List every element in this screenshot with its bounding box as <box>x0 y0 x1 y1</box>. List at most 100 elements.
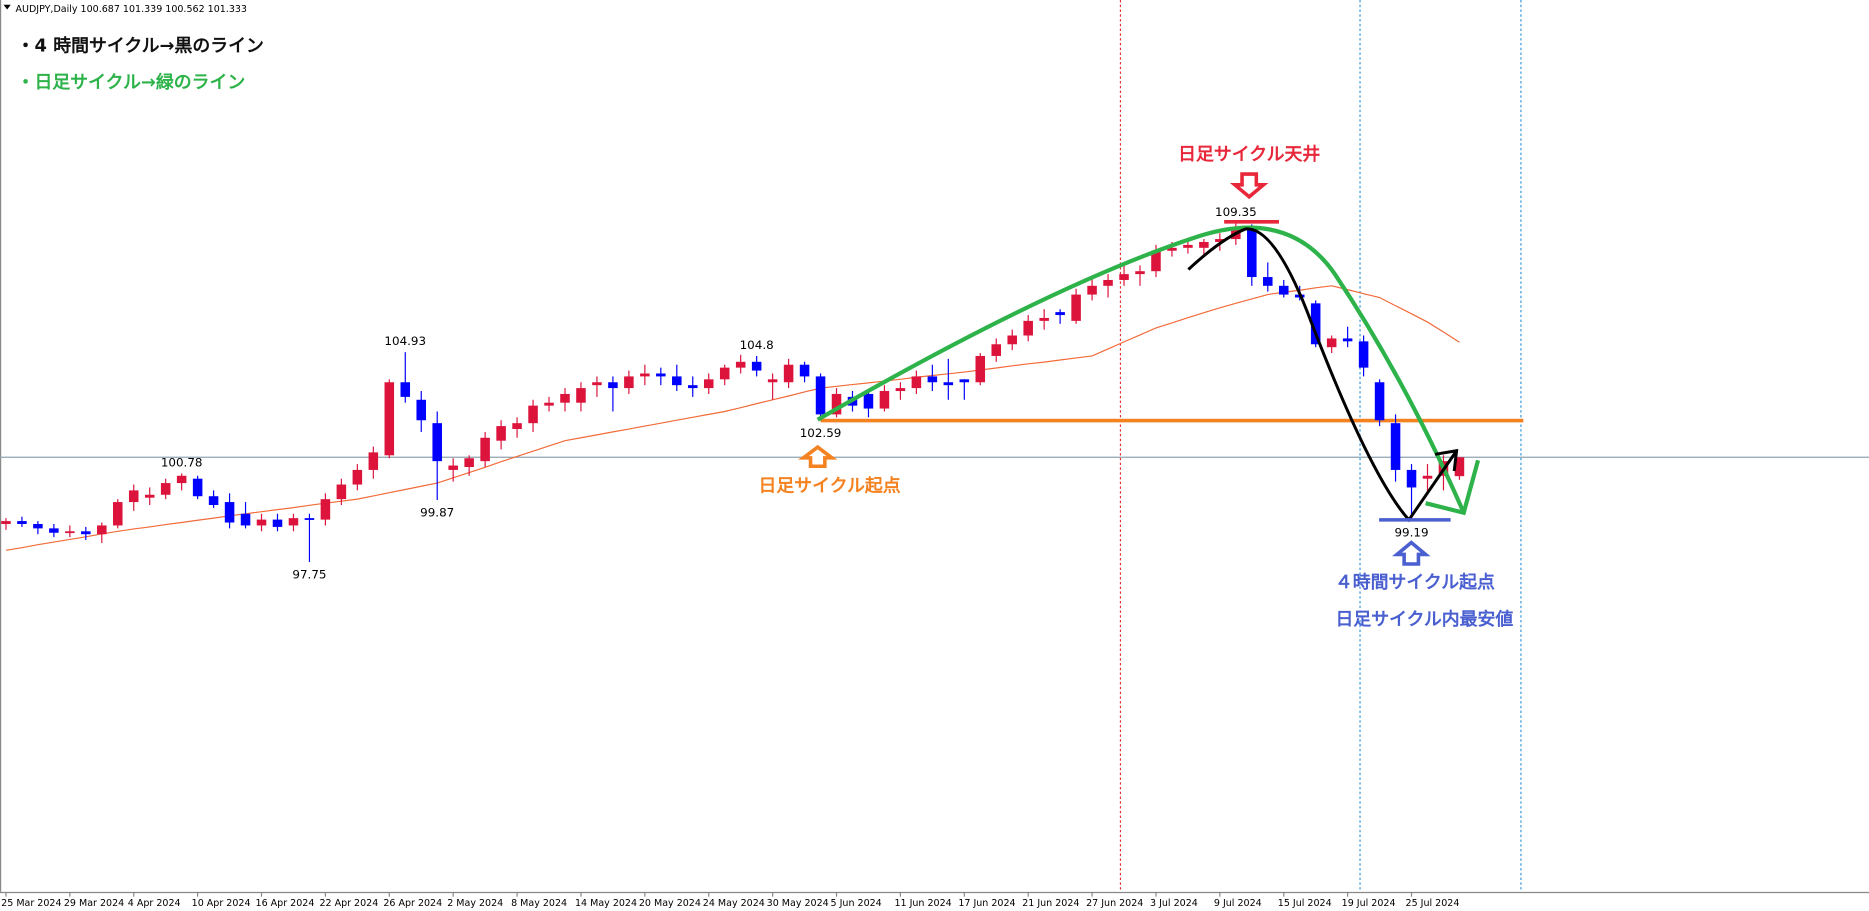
candle-body <box>528 405 538 424</box>
candle-body <box>1247 227 1257 278</box>
annotation: 日足サイクル起点 <box>759 474 901 496</box>
candle-body <box>576 388 586 403</box>
candle-body <box>1199 241 1209 248</box>
candle-body <box>224 502 235 523</box>
x-tick-label: 21 Jun 2024 <box>1022 898 1079 909</box>
black-arrowhead <box>1434 448 1459 472</box>
candle-body <box>895 388 906 392</box>
x-tick-label: 5 Jun 2024 <box>831 898 882 909</box>
price-label: 99.19 <box>1394 526 1428 540</box>
candle-body <box>160 483 171 495</box>
x-tick-label: 14 May 2024 <box>575 898 637 909</box>
x-tick-label: 19 Jul 2024 <box>1342 898 1396 909</box>
candle-body <box>1087 285 1097 295</box>
candle-body <box>336 484 347 500</box>
candle-body <box>831 393 842 415</box>
green-curve <box>816 225 1466 514</box>
price-label: 100.78 <box>161 455 203 469</box>
x-tick-label: 2 May 2024 <box>447 898 503 909</box>
x-tick-label: 16 Apr 2024 <box>256 898 315 909</box>
candle-body <box>656 373 666 377</box>
candle-body <box>608 382 618 389</box>
moving-average <box>5 285 1460 551</box>
candle-body <box>256 519 267 526</box>
x-tick-label: 11 Jun 2024 <box>894 898 951 909</box>
candle-body <box>1454 457 1465 477</box>
x-tick-label: 22 Apr 2024 <box>319 898 378 909</box>
candle-body <box>512 423 522 430</box>
candle-body <box>719 367 730 380</box>
x-tick-label: 25 Jul 2024 <box>1406 898 1460 909</box>
candle-body <box>799 364 810 377</box>
candle-body <box>1023 320 1033 336</box>
candle-body <box>688 385 698 389</box>
candle-body <box>1374 382 1385 421</box>
candle-body <box>1310 303 1321 345</box>
candle-body <box>1215 239 1225 242</box>
candle-body <box>272 519 283 527</box>
x-tick-label: 3 Jul 2024 <box>1150 898 1198 909</box>
candle-body <box>304 518 315 520</box>
price-label: 104.93 <box>384 334 426 348</box>
x-tick-label: 24 May 2024 <box>703 898 765 909</box>
candle-body <box>1135 271 1145 275</box>
candle-body <box>240 513 251 526</box>
candle-body <box>1039 317 1049 321</box>
price-label: 97.75 <box>292 568 326 582</box>
x-tick-label: 15 Jul 2024 <box>1278 898 1332 909</box>
candle-body <box>624 376 634 389</box>
annotation: 日足サイクル内最安値 <box>1335 608 1513 630</box>
candle-body <box>592 382 602 386</box>
candle-body <box>672 376 682 386</box>
annotation: 日足サイクル天井 <box>1178 143 1320 165</box>
candle-body <box>735 361 746 368</box>
candle-body <box>432 423 442 462</box>
candle-body <box>1183 244 1193 248</box>
candle-body <box>1 521 11 524</box>
candle-body <box>112 502 123 526</box>
price-label: 104.8 <box>740 338 774 352</box>
candle-body <box>65 531 75 534</box>
candle-body <box>544 402 554 406</box>
price-label: 99.87 <box>420 506 454 520</box>
candle-body <box>1103 279 1113 286</box>
x-tick-label: 4 Apr 2024 <box>128 898 181 909</box>
candle-body <box>560 393 570 403</box>
candle-body <box>1390 423 1401 470</box>
candle-body <box>368 452 379 470</box>
up-arrow <box>1392 540 1431 566</box>
candle-body <box>767 379 778 383</box>
candle-body <box>975 355 986 383</box>
up-arrow <box>798 444 838 469</box>
candle-body <box>1326 338 1337 348</box>
drawings <box>798 172 1481 566</box>
candle-body <box>911 376 922 389</box>
x-tick-label: 8 May 2024 <box>511 898 567 909</box>
candle-body <box>959 379 970 383</box>
candle-body <box>1055 312 1065 316</box>
candle-body <box>1422 475 1433 479</box>
x-tick-label: 10 Apr 2024 <box>192 898 251 909</box>
header-text: AUDJPY,Daily 100.687 101.339 100.562 101… <box>15 4 247 15</box>
down-arrow <box>1229 172 1269 200</box>
candle-body <box>33 523 43 529</box>
header-icon <box>3 4 11 10</box>
candle-body <box>448 465 458 470</box>
candle-body <box>640 373 650 377</box>
x-tick-label: 26 Apr 2024 <box>383 898 442 909</box>
candle-body <box>416 399 427 421</box>
candle-body <box>81 531 91 535</box>
x-tick-label: 25 Mar 2024 <box>1 898 61 909</box>
candle-body <box>1151 250 1161 272</box>
candle-body <box>879 391 890 409</box>
candle-body <box>17 521 27 524</box>
candle-body <box>400 382 411 397</box>
legend-note: ・日足サイクル→緑のライン <box>17 71 246 93</box>
plot: 100.78 104.93 104.8 109.35 97.75 99.87 102.59 9… <box>0 205 1869 909</box>
candle-body <box>384 382 395 456</box>
green-arrowhead <box>1425 459 1481 516</box>
annotation: ４時間サイクル起点 <box>1335 571 1495 593</box>
x-tick-label: 27 Jun 2024 <box>1086 898 1143 909</box>
candle-body <box>320 499 331 520</box>
